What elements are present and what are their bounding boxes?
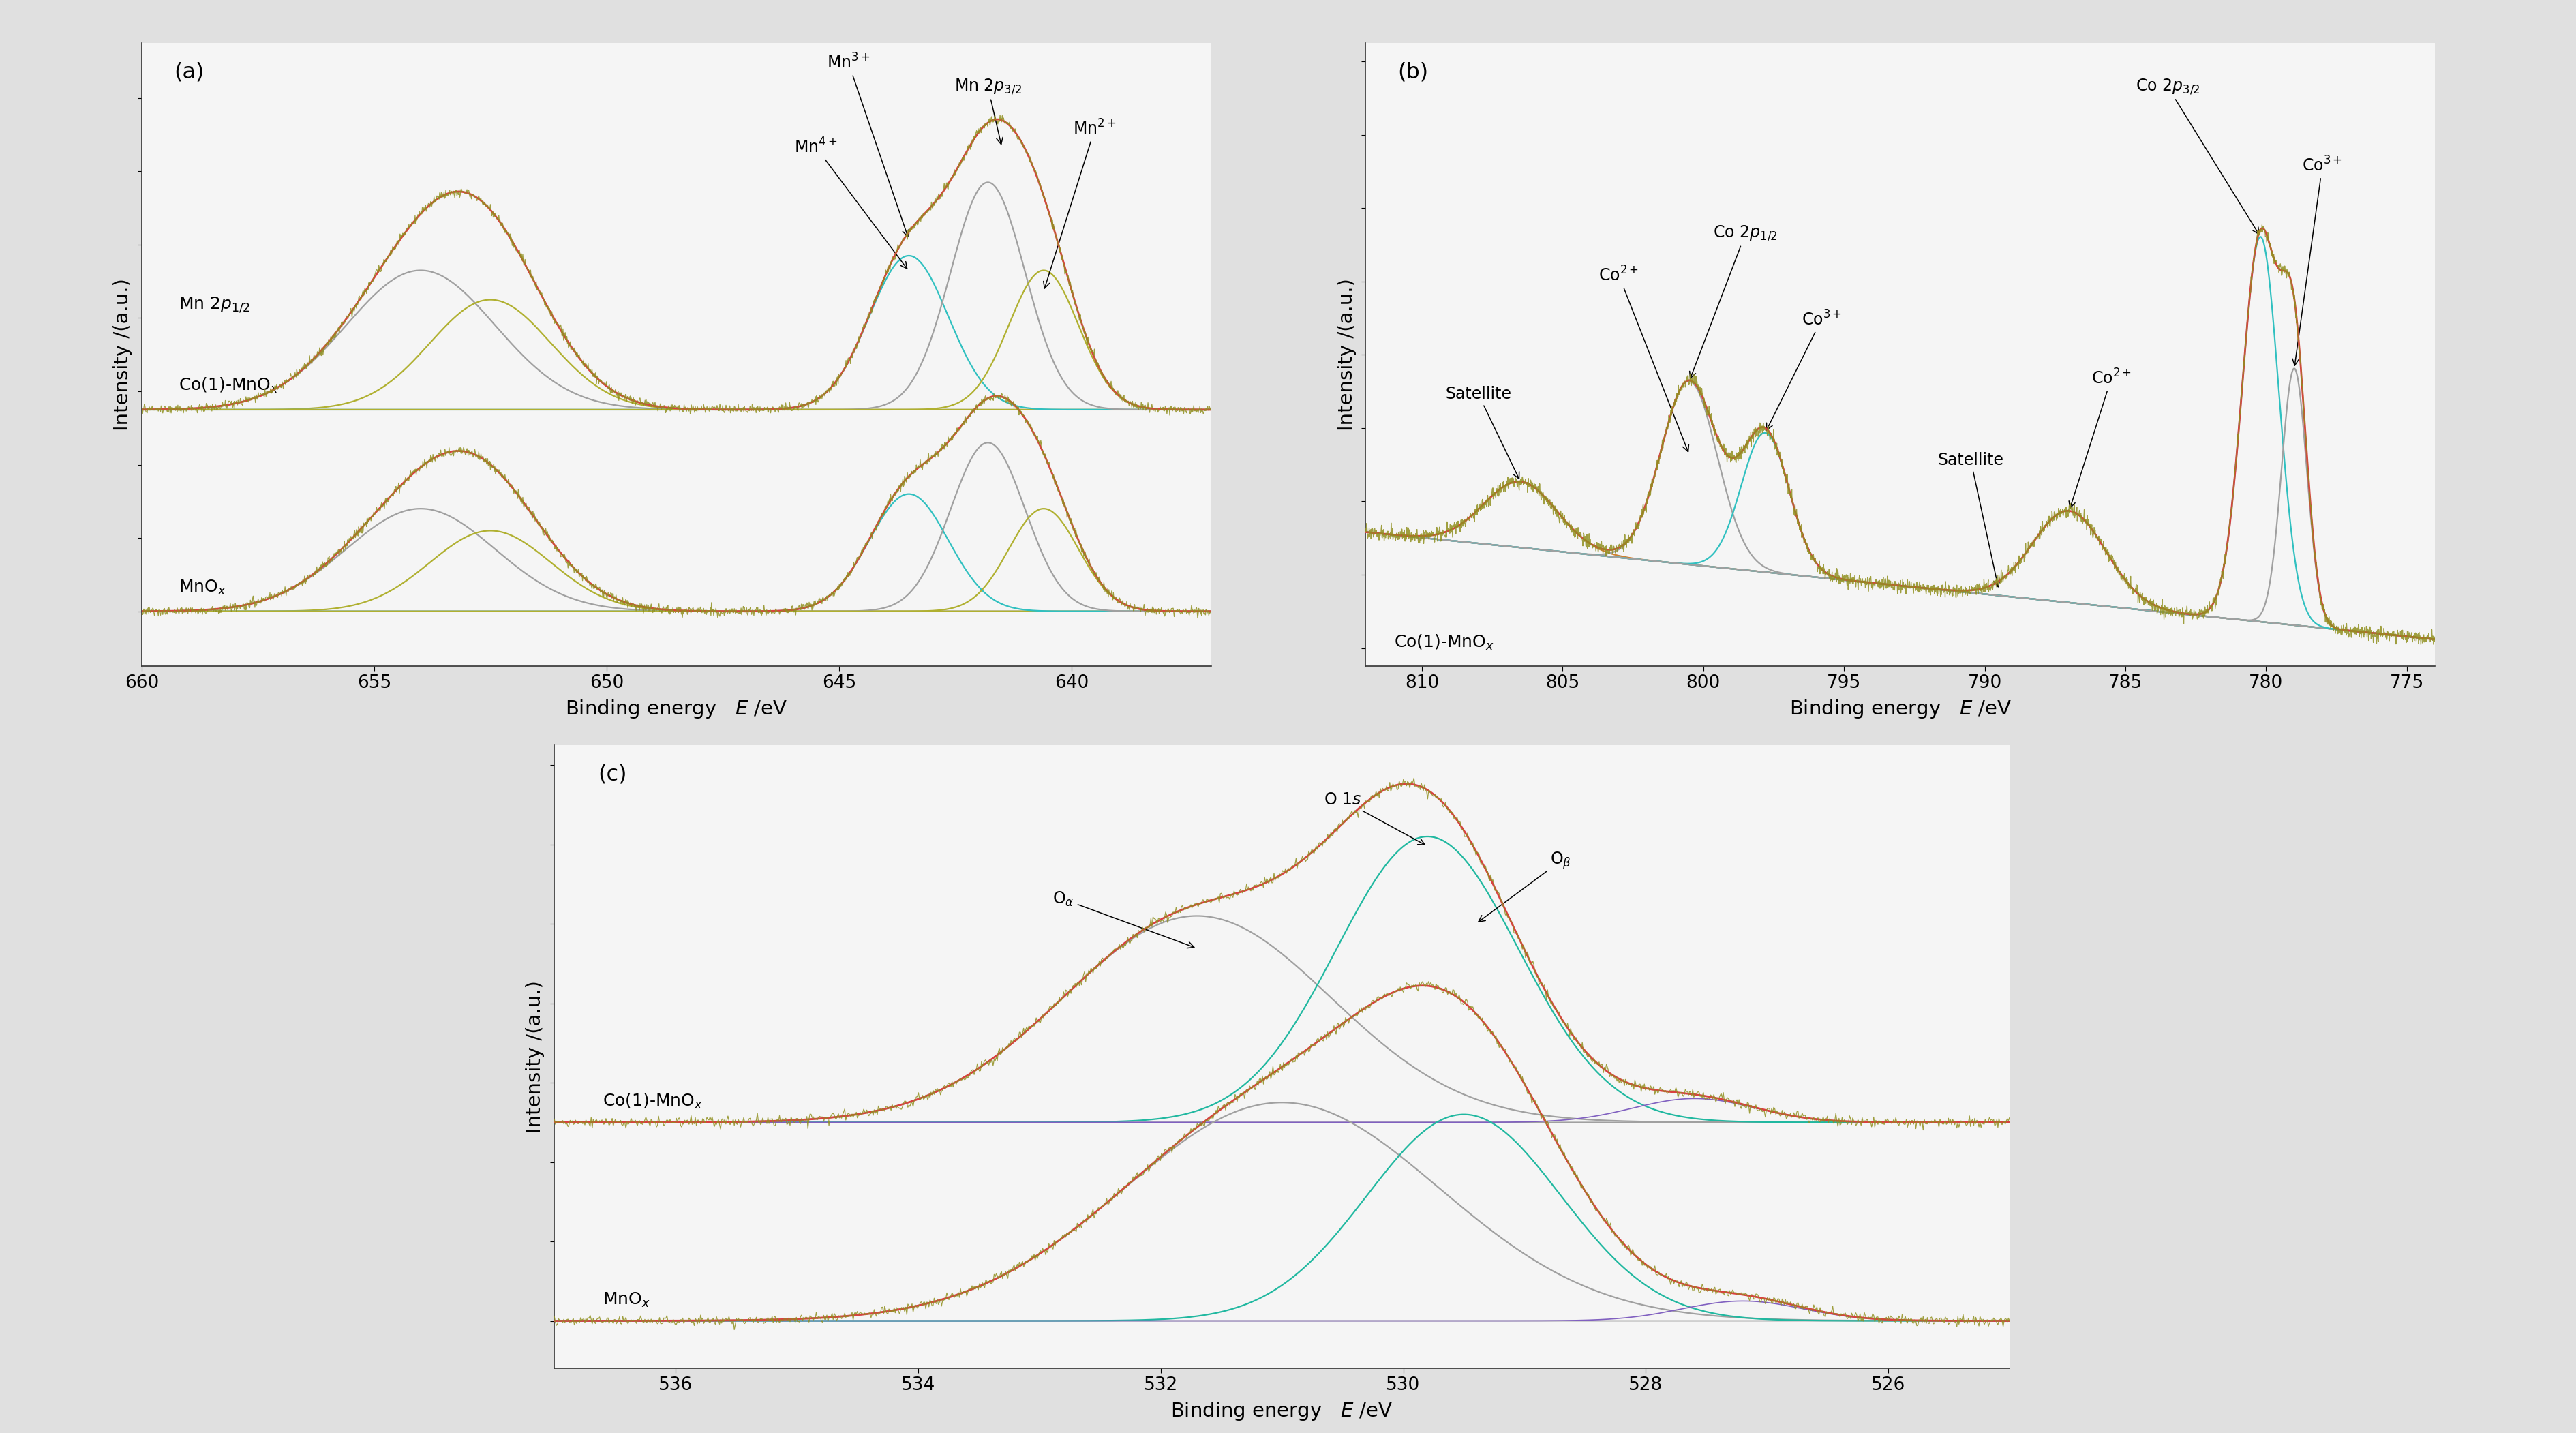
Text: Co 2$p_{1/2}$: Co 2$p_{1/2}$	[1690, 224, 1777, 378]
Text: Mn$^{2+}$: Mn$^{2+}$	[1043, 119, 1115, 288]
X-axis label: Binding energy   $E$ /eV: Binding energy $E$ /eV	[1788, 698, 2012, 719]
Text: MnO$_x$: MnO$_x$	[178, 579, 227, 596]
Text: Mn 2$p_{3/2}$: Mn 2$p_{3/2}$	[953, 77, 1023, 145]
Text: Co(1)-MnO$_x$: Co(1)-MnO$_x$	[1394, 633, 1494, 652]
Text: Satellite: Satellite	[1937, 451, 2004, 586]
Y-axis label: Intensity /(a.u.): Intensity /(a.u.)	[113, 278, 131, 431]
Text: O 1$s$: O 1$s$	[1324, 792, 1425, 844]
Text: Co(1)-MnO$_x$: Co(1)-MnO$_x$	[178, 377, 278, 396]
Text: Co$^{3+}$: Co$^{3+}$	[1767, 310, 1842, 430]
Text: Co$^{3+}$: Co$^{3+}$	[2293, 156, 2342, 365]
Text: Mn 2$p_{1/2}$: Mn 2$p_{1/2}$	[178, 295, 250, 314]
Text: Co 2$p_{3/2}$: Co 2$p_{3/2}$	[2136, 77, 2259, 234]
Text: Mn$^{3+}$: Mn$^{3+}$	[827, 53, 909, 236]
X-axis label: Binding energy   $E$ /eV: Binding energy $E$ /eV	[1170, 1400, 1394, 1422]
Y-axis label: Intensity /(a.u.): Intensity /(a.u.)	[526, 980, 544, 1134]
Text: Co(1)-MnO$_x$: Co(1)-MnO$_x$	[603, 1092, 703, 1111]
Text: (a): (a)	[173, 62, 204, 83]
Text: O$_{\alpha}$: O$_{\alpha}$	[1054, 890, 1193, 949]
Text: MnO$_x$: MnO$_x$	[603, 1291, 649, 1308]
X-axis label: Binding energy   $E$ /eV: Binding energy $E$ /eV	[564, 698, 788, 719]
Text: Mn$^{4+}$: Mn$^{4+}$	[793, 138, 907, 268]
Text: Co$^{2+}$: Co$^{2+}$	[1597, 267, 1687, 451]
Text: Satellite: Satellite	[1445, 385, 1520, 479]
Text: Co$^{2+}$: Co$^{2+}$	[2069, 368, 2130, 509]
Text: (b): (b)	[1396, 62, 1427, 83]
Text: O$_{\beta}$: O$_{\beta}$	[1479, 850, 1571, 921]
Y-axis label: Intensity /(a.u.): Intensity /(a.u.)	[1337, 278, 1355, 431]
Text: (c): (c)	[598, 764, 626, 785]
